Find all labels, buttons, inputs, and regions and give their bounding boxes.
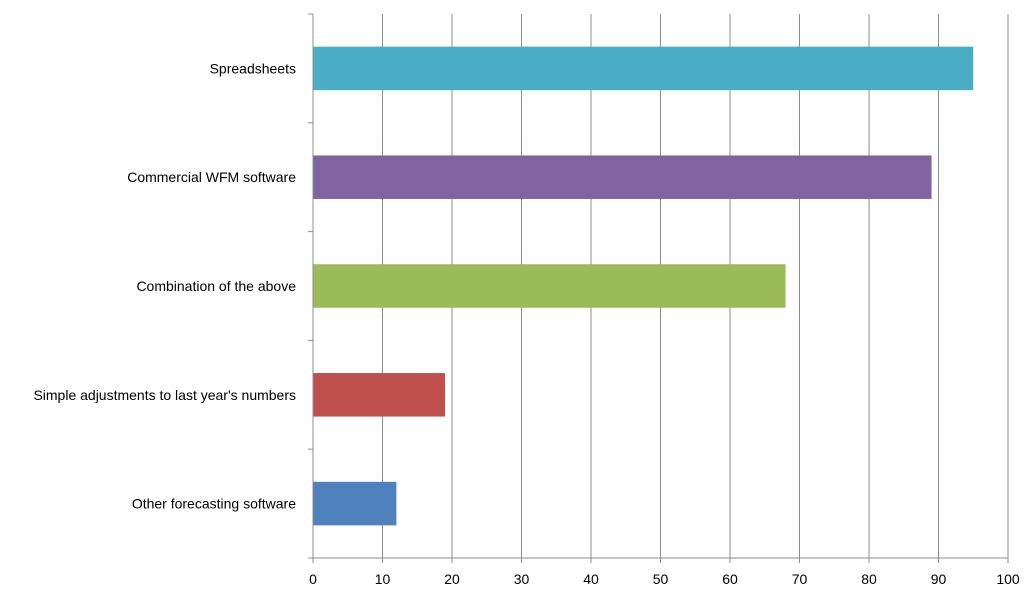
axes [308,13,1009,563]
x-tick-label: 0 [309,571,317,587]
bar-simple-adjustments-to-last-year-s-numbers [313,373,446,417]
bar-combination-of-the-above [313,264,786,308]
category-label-spreadsheets: Spreadsheets [210,60,296,76]
category-label-simple-adjustments-to-last-year-s-numbers: Simple adjustments to last year's number… [33,387,296,403]
bar-spreadsheets [313,46,974,91]
x-tick-label: 30 [514,571,530,587]
bar-commercial-wfm-software [313,155,932,199]
x-tick-label: 40 [583,571,599,587]
bar-other-forecasting-software [313,481,397,526]
x-tick-label: 60 [722,571,738,587]
bars [313,46,974,526]
x-tick-label: 10 [375,571,391,587]
category-label-other-forecasting-software: Other forecasting software [132,496,296,512]
x-tick-label: 20 [444,571,460,587]
category-label-combination-of-the-above: Combination of the above [136,278,296,294]
x-tick-label: 80 [861,571,877,587]
x-tick-label: 100 [996,571,1020,587]
labels: 0 10 20 30 40 50 60 70 80 90 100 Spreadsheets Commer… [33,60,1019,587]
category-label-commercial-wfm-software: Commercial WFM software [127,169,296,185]
x-tick-label: 90 [931,571,947,587]
x-tick-label: 50 [653,571,669,587]
x-tick-label: 70 [792,571,808,587]
